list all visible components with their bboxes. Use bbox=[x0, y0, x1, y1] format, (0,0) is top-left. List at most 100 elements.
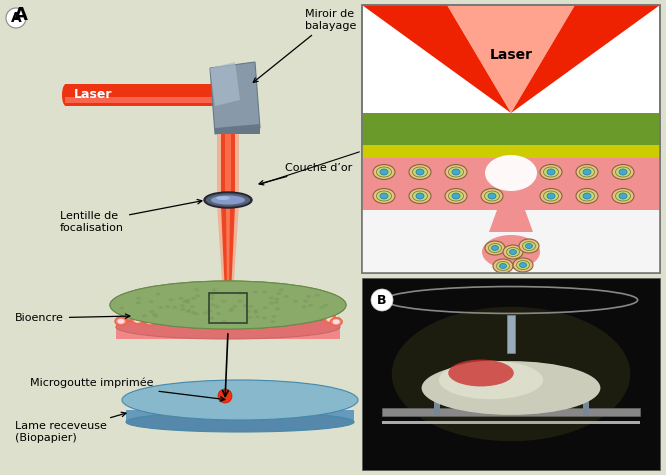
Ellipse shape bbox=[308, 304, 313, 307]
Ellipse shape bbox=[195, 294, 200, 297]
Ellipse shape bbox=[134, 318, 141, 323]
Bar bbox=[225, 128, 231, 198]
Ellipse shape bbox=[209, 297, 214, 300]
Ellipse shape bbox=[110, 281, 346, 329]
Ellipse shape bbox=[485, 241, 505, 255]
Ellipse shape bbox=[298, 309, 310, 316]
Ellipse shape bbox=[127, 314, 134, 319]
Text: Laser: Laser bbox=[490, 48, 533, 62]
Ellipse shape bbox=[274, 301, 279, 304]
Ellipse shape bbox=[186, 310, 190, 313]
Ellipse shape bbox=[248, 316, 252, 319]
Ellipse shape bbox=[263, 306, 268, 309]
Bar bbox=[126, 410, 354, 422]
Bar bbox=[116, 317, 340, 339]
Ellipse shape bbox=[509, 249, 517, 255]
Ellipse shape bbox=[292, 318, 299, 323]
Ellipse shape bbox=[159, 306, 170, 314]
Ellipse shape bbox=[126, 306, 138, 314]
Ellipse shape bbox=[112, 288, 344, 326]
Ellipse shape bbox=[178, 297, 184, 300]
Bar bbox=[221, 128, 235, 198]
Ellipse shape bbox=[306, 295, 311, 298]
Ellipse shape bbox=[333, 319, 340, 324]
Ellipse shape bbox=[310, 309, 316, 314]
Polygon shape bbox=[221, 205, 235, 295]
Polygon shape bbox=[210, 62, 240, 106]
Bar bbox=[382, 408, 640, 416]
Ellipse shape bbox=[615, 167, 631, 177]
Bar bbox=[382, 421, 640, 424]
Ellipse shape bbox=[166, 311, 178, 319]
Ellipse shape bbox=[142, 314, 147, 317]
Ellipse shape bbox=[282, 316, 289, 322]
Ellipse shape bbox=[210, 294, 214, 296]
Ellipse shape bbox=[264, 313, 271, 318]
Ellipse shape bbox=[409, 164, 431, 180]
Ellipse shape bbox=[523, 241, 535, 250]
Bar bbox=[362, 158, 660, 210]
Ellipse shape bbox=[221, 300, 226, 303]
Ellipse shape bbox=[268, 302, 274, 304]
Ellipse shape bbox=[615, 191, 631, 201]
Ellipse shape bbox=[212, 289, 217, 292]
Ellipse shape bbox=[136, 301, 141, 304]
Ellipse shape bbox=[547, 169, 555, 175]
Ellipse shape bbox=[496, 262, 509, 270]
Ellipse shape bbox=[540, 189, 562, 203]
Ellipse shape bbox=[422, 361, 601, 415]
Text: Microgoutte imprimée: Microgoutte imprimée bbox=[30, 378, 225, 401]
Ellipse shape bbox=[147, 319, 154, 324]
Ellipse shape bbox=[149, 310, 154, 313]
Ellipse shape bbox=[156, 293, 161, 295]
Ellipse shape bbox=[288, 318, 296, 323]
Ellipse shape bbox=[191, 297, 196, 300]
Ellipse shape bbox=[232, 307, 239, 312]
Ellipse shape bbox=[488, 193, 496, 199]
Bar bbox=[362, 5, 660, 273]
Ellipse shape bbox=[320, 306, 324, 309]
Ellipse shape bbox=[324, 315, 336, 323]
Circle shape bbox=[6, 8, 26, 28]
Ellipse shape bbox=[232, 304, 238, 308]
Ellipse shape bbox=[180, 308, 185, 311]
Ellipse shape bbox=[292, 307, 304, 315]
Ellipse shape bbox=[117, 319, 125, 324]
Ellipse shape bbox=[272, 315, 276, 318]
Ellipse shape bbox=[380, 169, 388, 175]
Ellipse shape bbox=[246, 310, 251, 313]
Ellipse shape bbox=[238, 292, 243, 295]
Ellipse shape bbox=[525, 244, 533, 248]
Ellipse shape bbox=[125, 313, 137, 320]
Ellipse shape bbox=[254, 311, 258, 314]
Text: Bioencre: Bioencre bbox=[15, 313, 130, 323]
Ellipse shape bbox=[268, 296, 274, 299]
Ellipse shape bbox=[253, 309, 258, 313]
Ellipse shape bbox=[323, 304, 328, 306]
Ellipse shape bbox=[180, 304, 185, 307]
Ellipse shape bbox=[221, 300, 226, 303]
Ellipse shape bbox=[253, 291, 258, 294]
Ellipse shape bbox=[243, 304, 248, 307]
Ellipse shape bbox=[248, 305, 253, 308]
Ellipse shape bbox=[195, 316, 202, 322]
Ellipse shape bbox=[217, 319, 224, 324]
Ellipse shape bbox=[216, 312, 221, 315]
Polygon shape bbox=[217, 205, 239, 295]
Ellipse shape bbox=[186, 309, 191, 312]
Ellipse shape bbox=[376, 167, 392, 177]
Polygon shape bbox=[226, 205, 230, 295]
Ellipse shape bbox=[182, 300, 188, 303]
Ellipse shape bbox=[275, 307, 280, 310]
Ellipse shape bbox=[492, 246, 498, 250]
Ellipse shape bbox=[206, 304, 218, 313]
Ellipse shape bbox=[304, 300, 308, 303]
Ellipse shape bbox=[262, 316, 267, 320]
Ellipse shape bbox=[327, 317, 334, 322]
Ellipse shape bbox=[168, 313, 175, 318]
Ellipse shape bbox=[215, 308, 222, 313]
Ellipse shape bbox=[270, 320, 276, 323]
Ellipse shape bbox=[119, 307, 124, 310]
Ellipse shape bbox=[230, 305, 242, 314]
Text: Couche d’or: Couche d’or bbox=[259, 163, 352, 185]
